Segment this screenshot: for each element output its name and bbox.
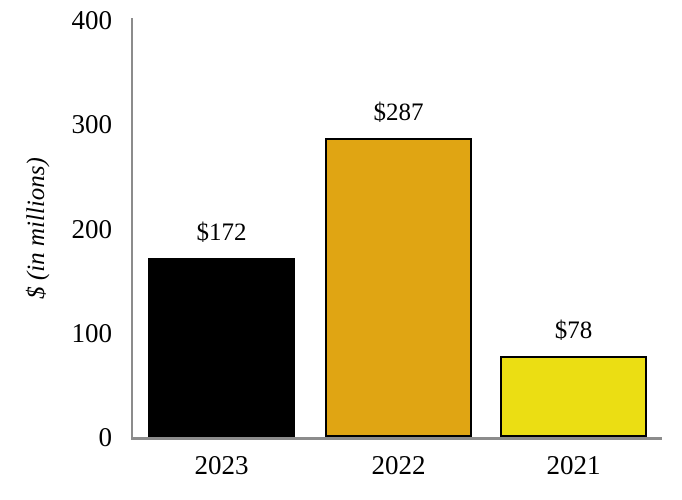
bar-value-label: $78 <box>554 316 593 344</box>
y-tick-label-300: 300 <box>71 109 113 140</box>
x-axis-line <box>131 437 662 440</box>
y-tick-label-400: 400 <box>71 5 113 35</box>
bar-2021 <box>500 355 647 437</box>
x-tick-label-2022: 2022 <box>371 450 426 480</box>
bar-group-2023: $172 <box>148 20 295 437</box>
x-tick-label-2021: 2021 <box>546 450 601 480</box>
y-tick-label-0: 0 <box>98 422 113 452</box>
bar-group-2021: $78 <box>500 20 647 437</box>
bar-group-2022: $287 <box>325 20 472 437</box>
plot-area: $172 $287 $78 <box>133 20 662 437</box>
y-tick-label-200: 200 <box>71 213 113 244</box>
bar-value-label: $172 <box>196 218 247 246</box>
y-tick-label-100: 100 <box>71 317 113 348</box>
bar-2022 <box>325 137 472 437</box>
y-axis-line <box>131 18 133 439</box>
x-tick-label-2023: 2023 <box>194 450 249 480</box>
bar-value-label: $287 <box>373 98 424 126</box>
bar-2023 <box>148 257 295 437</box>
